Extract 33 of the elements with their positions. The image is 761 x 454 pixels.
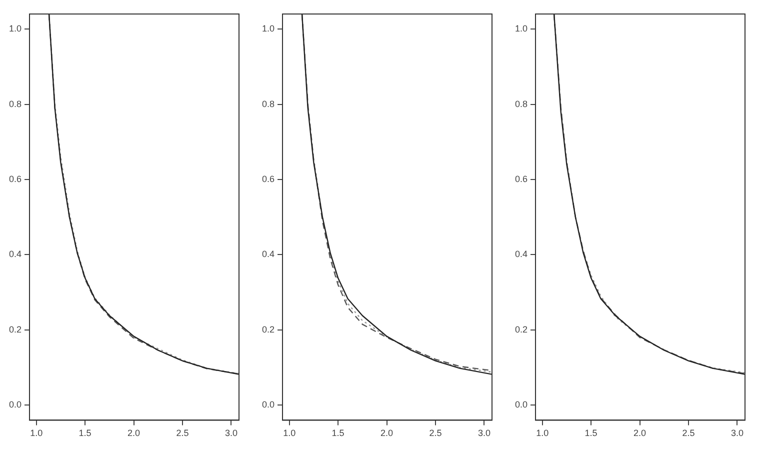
x-tick-label: 3.0 [478,428,490,438]
y-tick-label: 0.6 [514,174,528,184]
x-tick-label: 2.0 [128,428,140,438]
x-tick-label: 2.0 [380,428,394,438]
y-tick-label: 0.8 [8,98,22,109]
x-tick-label: 2.5 [682,428,695,438]
x-tick-label: 1.5 [584,428,598,438]
x-tick-label: 3.0 [730,428,744,438]
y-tick-label: 0.8 [514,98,528,109]
x-tick-label: 1.0 [283,428,296,438]
y-tick-label: 0.6 [262,174,275,184]
y-tick-label: 0.0 [8,400,22,410]
y-tick-label: 0.4 [8,249,22,260]
y-tick-label: 0.4 [514,249,528,260]
y-tick-label: 0.2 [8,324,22,334]
y-tick-label: 0.0 [262,400,275,410]
y-tick-label: 1.0 [8,24,22,34]
x-tick-label: 2.5 [176,428,189,438]
x-tick-label: 1.0 [30,428,43,438]
x-tick-label: 1.0 [536,428,549,438]
y-tick-label: 0.2 [514,324,528,334]
y-tick-label: 0.0 [514,400,528,410]
y-tick-label: 0.6 [8,174,22,184]
y-tick-label: 0.2 [262,324,275,334]
x-tick-label: 2.5 [429,428,442,438]
y-tick-label: 1.0 [262,24,275,34]
y-tick-label: 0.4 [262,249,275,260]
x-tick-label: 3.0 [224,428,238,438]
x-tick-label: 1.5 [332,428,344,438]
y-tick-label: 0.8 [262,98,275,109]
x-tick-label: 2.0 [634,428,646,438]
y-tick-label: 1.0 [514,24,528,34]
x-tick-label: 1.5 [78,428,92,438]
